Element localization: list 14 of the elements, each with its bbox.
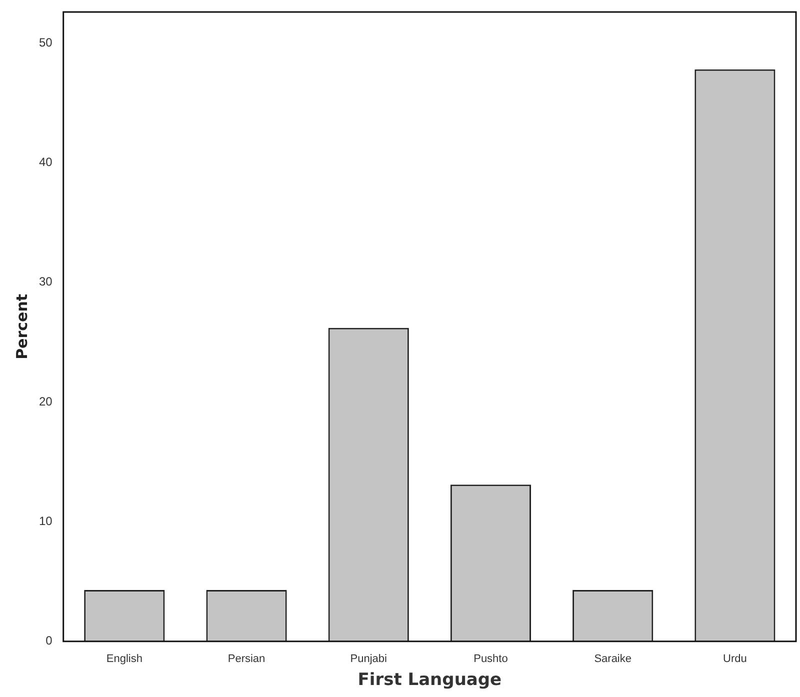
y-tick-label: 50 bbox=[38, 35, 53, 50]
y-axis-title: Percent bbox=[12, 294, 31, 360]
y-tick-label: 0 bbox=[46, 634, 53, 648]
y-tick-label: 40 bbox=[38, 155, 53, 170]
x-tick-label: Persian bbox=[228, 653, 266, 666]
x-tick-label: Pushto bbox=[474, 653, 508, 666]
x-tick-label: Saraike bbox=[594, 653, 632, 666]
x-tick-label: Urdu bbox=[723, 653, 747, 666]
x-tick-label: Punjabi bbox=[350, 653, 387, 666]
y-tick-label: 20 bbox=[38, 394, 53, 408]
y-tick-label: 30 bbox=[38, 274, 53, 289]
y-tick-label: 10 bbox=[38, 514, 53, 528]
x-tick-label: English bbox=[106, 653, 142, 666]
x-axis-title: First Language bbox=[358, 670, 502, 690]
